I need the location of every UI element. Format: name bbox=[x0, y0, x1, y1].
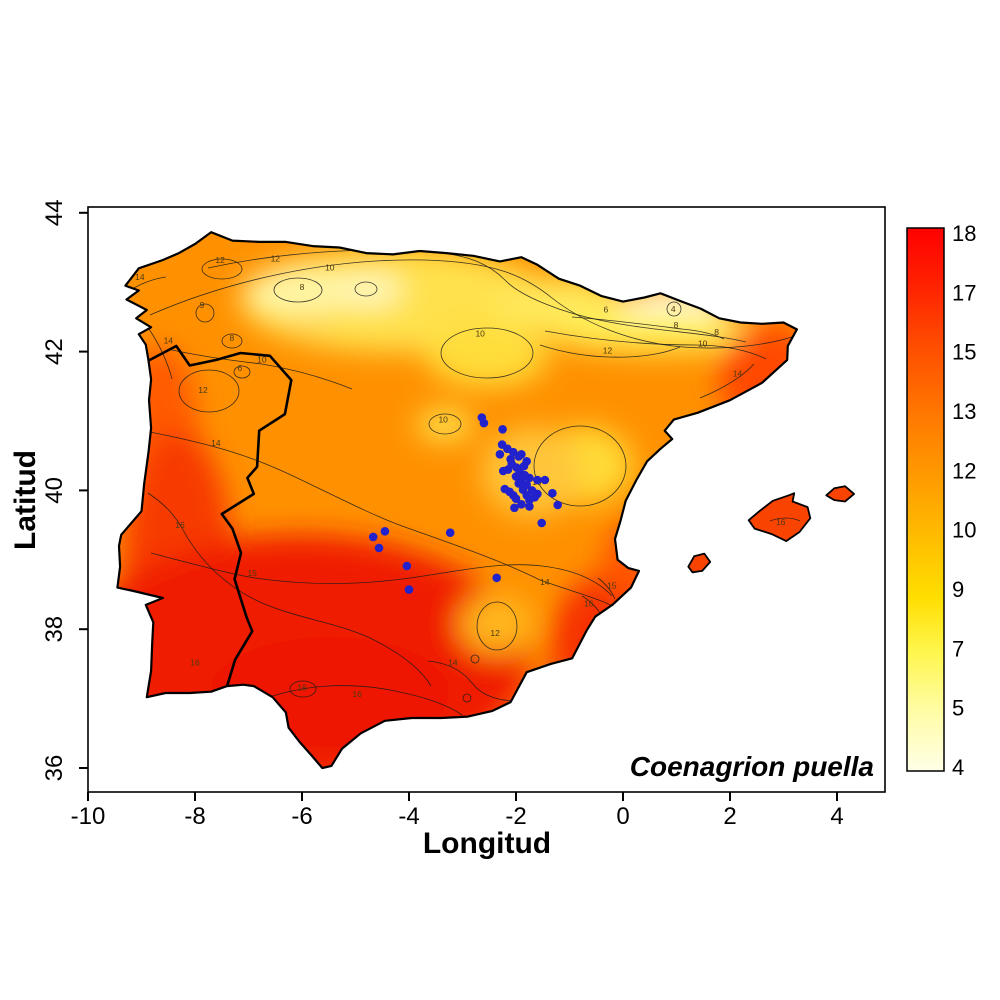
contour-label: 12 bbox=[490, 628, 500, 638]
occurrence-point bbox=[498, 425, 507, 434]
colorbar-tick-label: 9 bbox=[952, 577, 964, 602]
contour-label: 6 bbox=[238, 363, 243, 373]
occurrence-point bbox=[480, 419, 489, 428]
contour-label: 12 bbox=[198, 385, 208, 395]
y-axis-ticks: 36 38 40 42 44 bbox=[41, 199, 88, 781]
occurrence-point bbox=[553, 501, 562, 510]
contour-label: 15 bbox=[607, 580, 617, 590]
x-tick-label: 0 bbox=[616, 803, 629, 830]
x-tick-label: -8 bbox=[184, 803, 205, 830]
contour-label: 14 bbox=[211, 438, 221, 448]
contour-label: 16 bbox=[352, 689, 362, 699]
contour-label: 12 bbox=[215, 255, 225, 265]
contour-label: 14 bbox=[733, 369, 743, 379]
occurrence-point bbox=[533, 476, 542, 485]
colorbar-tick-label: 12 bbox=[952, 458, 976, 483]
contour-label: 8 bbox=[714, 327, 719, 337]
contour-label: 8 bbox=[230, 333, 235, 343]
contour-label: 14 bbox=[540, 577, 550, 587]
x-tick-label: -10 bbox=[71, 803, 106, 830]
contour-label: 10 bbox=[698, 339, 708, 349]
species-label: Coenagrion puella bbox=[630, 751, 874, 782]
x-axis-title: Longitud bbox=[423, 827, 551, 860]
occurrence-point bbox=[369, 533, 378, 542]
x-tick-label: 4 bbox=[830, 803, 843, 830]
occurrence-point bbox=[530, 493, 539, 502]
x-tick-label: -4 bbox=[398, 803, 419, 830]
occurrence-point bbox=[405, 585, 414, 594]
contour-label: 8 bbox=[674, 320, 679, 330]
contour-label: 10 bbox=[325, 262, 335, 272]
contour-label: 12 bbox=[603, 346, 613, 356]
colorbar-tick-label: 18 bbox=[952, 221, 976, 246]
colorbar-tick-label: 17 bbox=[952, 280, 976, 305]
contour-label: 10 bbox=[475, 328, 485, 338]
y-tick-label: 44 bbox=[41, 199, 68, 226]
contour-label: 10 bbox=[438, 414, 448, 424]
contour-label: 16 bbox=[776, 517, 786, 527]
occurrence-point bbox=[375, 544, 384, 553]
contour-label: 12 bbox=[271, 253, 281, 263]
occurrence-point bbox=[403, 562, 412, 571]
colorbar-tick-label: 13 bbox=[952, 399, 976, 424]
contour-label: 16 bbox=[175, 520, 185, 530]
y-tick-label: 36 bbox=[41, 755, 68, 782]
y-tick-label: 42 bbox=[41, 338, 68, 365]
x-tick-label: 2 bbox=[723, 803, 736, 830]
contour-label: 9 bbox=[200, 300, 205, 310]
colorbar-tick-label: 4 bbox=[952, 755, 964, 780]
contour-label: 4 bbox=[671, 304, 676, 314]
occurrence-point bbox=[525, 502, 534, 511]
occurrence-point bbox=[496, 450, 505, 459]
occurrence-point bbox=[381, 527, 390, 536]
colorbar-labels: 18 17 15 13 12 10 9 7 5 4 bbox=[952, 221, 976, 780]
contour-label: 16 bbox=[190, 657, 200, 667]
contour-label: 14 bbox=[448, 657, 458, 667]
contour-label: 6 bbox=[604, 305, 609, 315]
occurrence-point bbox=[541, 476, 550, 485]
occurrence-point bbox=[499, 467, 508, 476]
colorbar-tick-label: 10 bbox=[952, 518, 976, 543]
occurrence-point bbox=[446, 528, 455, 537]
contour-label: 10 bbox=[257, 355, 267, 365]
contour-label: 14 bbox=[135, 272, 145, 282]
contour-label: 14 bbox=[164, 335, 174, 345]
x-tick-label: -6 bbox=[291, 803, 312, 830]
occurrence-point bbox=[548, 489, 557, 498]
x-axis-ticks: -10 -8 -6 -4 -2 0 2 4 bbox=[71, 792, 844, 830]
colorbar-tick-label: 5 bbox=[952, 696, 964, 721]
colorbar-tick-label: 7 bbox=[952, 636, 964, 661]
occurrence-point bbox=[537, 519, 546, 528]
contour-label: 16 bbox=[584, 598, 594, 608]
y-tick-label: 40 bbox=[41, 477, 68, 504]
contour-label: 8 bbox=[300, 282, 305, 292]
colorbar-tick-label: 15 bbox=[952, 340, 976, 365]
x-tick-label: -2 bbox=[505, 803, 526, 830]
occurrence-point bbox=[517, 450, 526, 459]
occurrence-point bbox=[514, 479, 523, 488]
colorbar bbox=[907, 228, 944, 771]
contour-label: 16 bbox=[297, 682, 307, 692]
contour-map-figure: 14 12 12 10 8 8 9 14 12 10 6 14 10 4 6 8 8 10 12 14 10 10 16 15… bbox=[0, 0, 1000, 1000]
y-tick-label: 38 bbox=[41, 616, 68, 643]
occurrence-point bbox=[492, 574, 501, 583]
y-axis-title: Latitud bbox=[9, 450, 42, 550]
occurrence-point bbox=[512, 494, 521, 503]
contour-label: 15 bbox=[247, 568, 257, 578]
